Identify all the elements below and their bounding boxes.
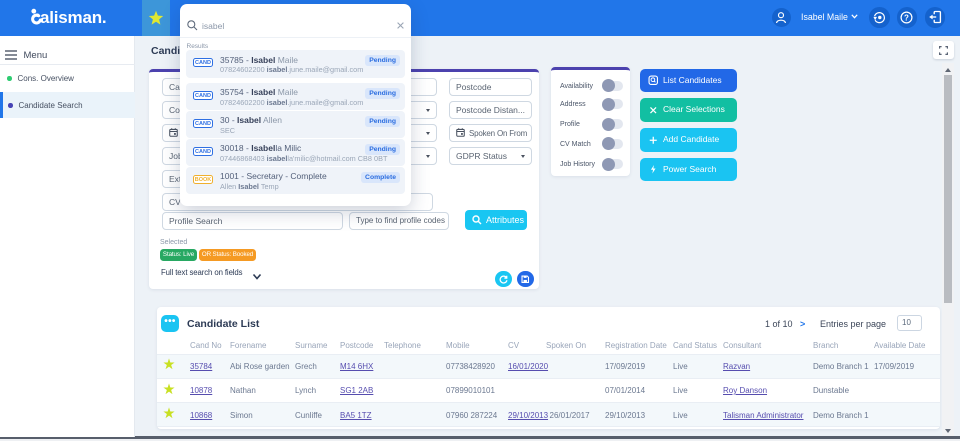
svg-text:?: ? [904,13,909,22]
